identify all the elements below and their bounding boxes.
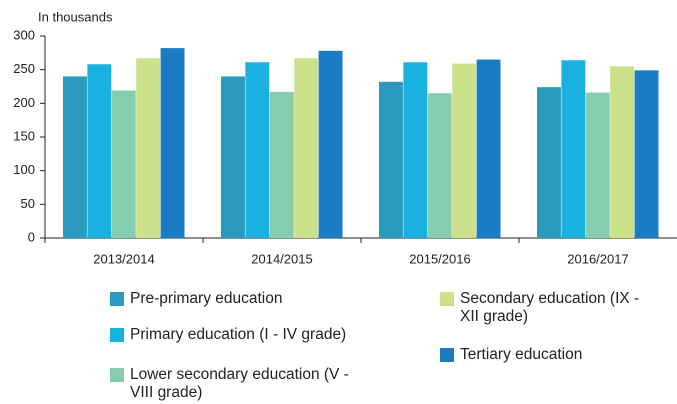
y-tick-label: 50	[21, 196, 35, 211]
bar	[245, 62, 270, 239]
legend-item: Primary education (I - IV grade)	[110, 326, 370, 344]
legend-item: Secondary education (IX - XII grade)	[440, 290, 660, 326]
legend-label: Pre-primary education	[130, 290, 283, 307]
bar	[610, 66, 635, 238]
y-tick-label: 0	[28, 229, 35, 244]
x-tick-label: 2015/2016	[409, 251, 470, 266]
y-tick-label: 250	[13, 61, 35, 76]
bar	[561, 60, 586, 238]
bar	[476, 59, 501, 238]
legend-swatch	[440, 348, 454, 362]
y-tick-label: 100	[13, 162, 35, 177]
bar	[221, 76, 245, 239]
bar	[111, 90, 136, 238]
bar	[379, 81, 403, 238]
bar	[63, 76, 87, 239]
legend-label: Tertiary education	[460, 346, 583, 363]
legend-label: Secondary education (IX - XII grade)	[460, 290, 640, 325]
x-tick-label: 2014/2015	[251, 251, 312, 266]
legend-item: Tertiary education	[440, 346, 677, 364]
y-tick-label: 300	[13, 27, 35, 42]
legend-item: Pre-primary education	[110, 290, 370, 308]
legend-swatch	[110, 328, 124, 342]
legend-swatch	[110, 368, 124, 382]
y-axis-label: In thousands	[38, 9, 113, 24]
legend-swatch	[110, 292, 124, 306]
y-tick-label: 200	[13, 95, 35, 110]
bar	[269, 91, 294, 239]
bar	[585, 92, 610, 238]
legend-label: Lower secondary education (V - VIII grad…	[130, 366, 349, 401]
bar	[427, 93, 452, 238]
bar	[136, 58, 161, 238]
legend-item: Lower secondary education (V - VIII grad…	[110, 366, 370, 402]
bar	[294, 58, 319, 238]
legend-label: Primary education (I - IV grade)	[130, 326, 347, 343]
x-tick-label: 2016/2017	[567, 251, 628, 266]
legend-swatch	[440, 292, 454, 306]
y-tick-label: 150	[13, 128, 35, 143]
bar	[537, 87, 561, 238]
bar	[452, 63, 477, 239]
x-tick-label: 2013/2014	[93, 251, 154, 266]
bar	[403, 62, 428, 239]
bar	[87, 64, 112, 238]
plot: In thousands 0 50 100 150 200 250 300 2013/2014…	[13, 9, 677, 266]
bar	[318, 50, 343, 239]
bar	[634, 70, 659, 238]
bar	[160, 48, 185, 239]
